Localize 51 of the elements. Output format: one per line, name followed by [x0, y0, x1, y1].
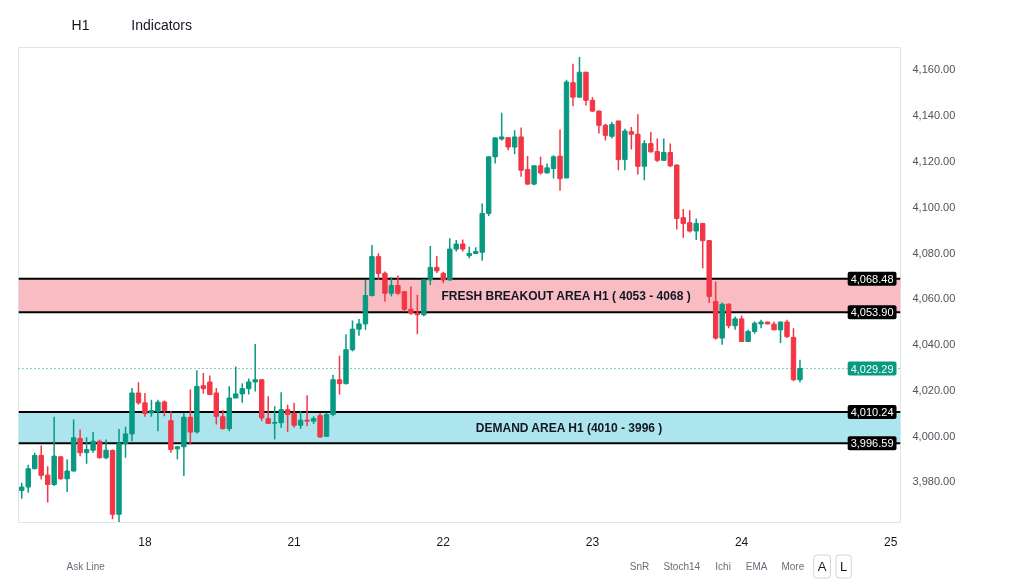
text: H1	[71, 16, 90, 33]
band-label: DEMAND AREA H1 (4010 - 3996 )	[475, 420, 663, 435]
text: Indicators	[131, 16, 193, 33]
ref-line-label: 3,996.59	[850, 437, 894, 450]
text: Ask Line	[66, 561, 106, 572]
ref-line-label: 4,068.48	[850, 272, 894, 285]
candlestick	[304, 394, 310, 427]
candlestick	[434, 255, 440, 274]
candlestick	[784, 319, 790, 339]
y-tick-label: 4,080.00	[912, 246, 956, 259]
y-tick-label: 4,140.00	[912, 109, 956, 122]
candlestick	[388, 276, 395, 298]
text: More	[781, 561, 805, 572]
candlestick	[641, 139, 648, 181]
y-tick-label: 4,060.00	[912, 292, 956, 305]
x-tick-label: 18	[138, 534, 152, 549]
text: L	[840, 559, 848, 574]
band-label: FRESH BREAKOUT AREA H1 ( 4053 - 4068 )	[441, 288, 691, 303]
ref-line-label: 4,053.90	[850, 306, 894, 319]
ref-line-label: 4,029.29	[850, 362, 894, 375]
candlestick	[661, 137, 667, 162]
x-tick-label: 21	[287, 534, 302, 549]
x-tick-label: 23	[585, 534, 600, 549]
text: Stoch14	[663, 561, 701, 572]
y-tick-label: 4,000.00	[912, 429, 956, 442]
candlestick	[557, 128, 563, 192]
candlestick	[77, 428, 83, 457]
x-tick-label: 24	[734, 534, 749, 549]
y-tick-label: 4,160.00	[912, 63, 956, 76]
candlestick	[738, 314, 745, 343]
candlestick	[317, 412, 323, 439]
candlestick	[693, 217, 699, 241]
ref-line-label: 4,010.24	[850, 406, 894, 419]
x-tick-label: 22	[436, 534, 451, 549]
candlestick	[511, 129, 518, 156]
text: A	[817, 559, 827, 574]
y-tick-label: 4,100.00	[912, 200, 956, 213]
text: Ichi	[715, 561, 731, 572]
text: EMA	[745, 561, 768, 572]
y-tick-label: 4,020.00	[912, 383, 956, 396]
candlestick	[725, 302, 732, 329]
x-tick-label: 25	[884, 534, 898, 549]
candlestick	[103, 438, 109, 461]
text: SnR	[629, 561, 650, 572]
candlestick	[187, 388, 194, 446]
candlestick	[570, 63, 576, 108]
candlestick	[336, 354, 343, 396]
y-tick-label: 3,980.00	[912, 475, 956, 488]
y-tick-label: 4,040.00	[912, 338, 956, 351]
y-tick-label: 4,120.00	[912, 154, 956, 167]
candlestick	[777, 320, 784, 344]
